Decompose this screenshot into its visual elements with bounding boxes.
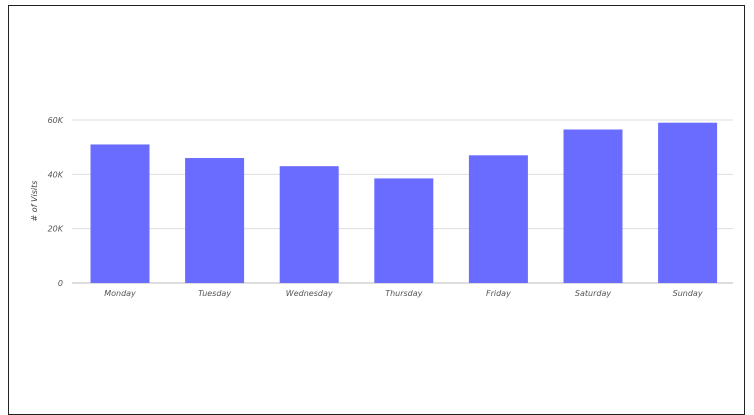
bar-thursday xyxy=(374,178,434,283)
bar-sunday xyxy=(658,122,718,283)
bar-monday xyxy=(90,144,150,283)
bar-saturday xyxy=(563,129,623,283)
x-tick-label-tuesday: Tuesday xyxy=(198,289,231,298)
bar-chart: 0 20K 40K 60K Monday Tuesday Wednesday Thursda… xyxy=(30,116,733,298)
bar-tuesday xyxy=(185,158,245,283)
y-tick-label: 40K xyxy=(48,170,64,179)
x-tick-label-monday: Monday xyxy=(104,289,136,298)
bar-wednesday xyxy=(279,166,339,283)
y-axis-label: # of Visits xyxy=(30,181,39,222)
y-tick-label: 60K xyxy=(48,116,64,125)
x-tick-label-wednesday: Wednesday xyxy=(286,289,333,298)
x-tick-label-saturday: Saturday xyxy=(575,289,611,298)
y-tick-label: 0 xyxy=(58,279,63,288)
x-tick-label-thursday: Thursday xyxy=(385,289,422,298)
x-tick-labels: Monday Tuesday Wednesday Thursday Friday Satu… xyxy=(104,289,703,298)
bars xyxy=(90,122,718,283)
bar-friday xyxy=(468,155,528,283)
x-tick-label-sunday: Sunday xyxy=(673,289,703,298)
x-tick-label-friday: Friday xyxy=(486,289,511,298)
y-tick-label: 20K xyxy=(48,225,64,234)
y-tick-labels: 0 20K 40K 60K xyxy=(48,116,64,288)
